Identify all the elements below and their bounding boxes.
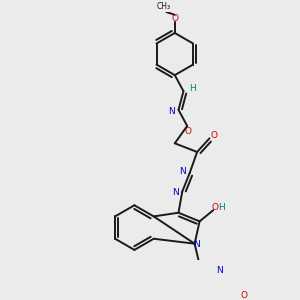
Text: N: N [216,266,223,275]
Text: N: N [193,240,200,249]
Text: O: O [185,127,192,136]
Text: CH₃: CH₃ [157,2,171,11]
Text: O: O [171,14,178,22]
Text: H: H [189,84,196,93]
Text: O: O [212,203,219,212]
Text: O: O [241,291,248,300]
Text: H: H [218,203,225,212]
Text: N: N [179,167,186,176]
Text: N: N [168,106,175,116]
Text: N: N [172,188,179,197]
Text: O: O [211,131,218,140]
